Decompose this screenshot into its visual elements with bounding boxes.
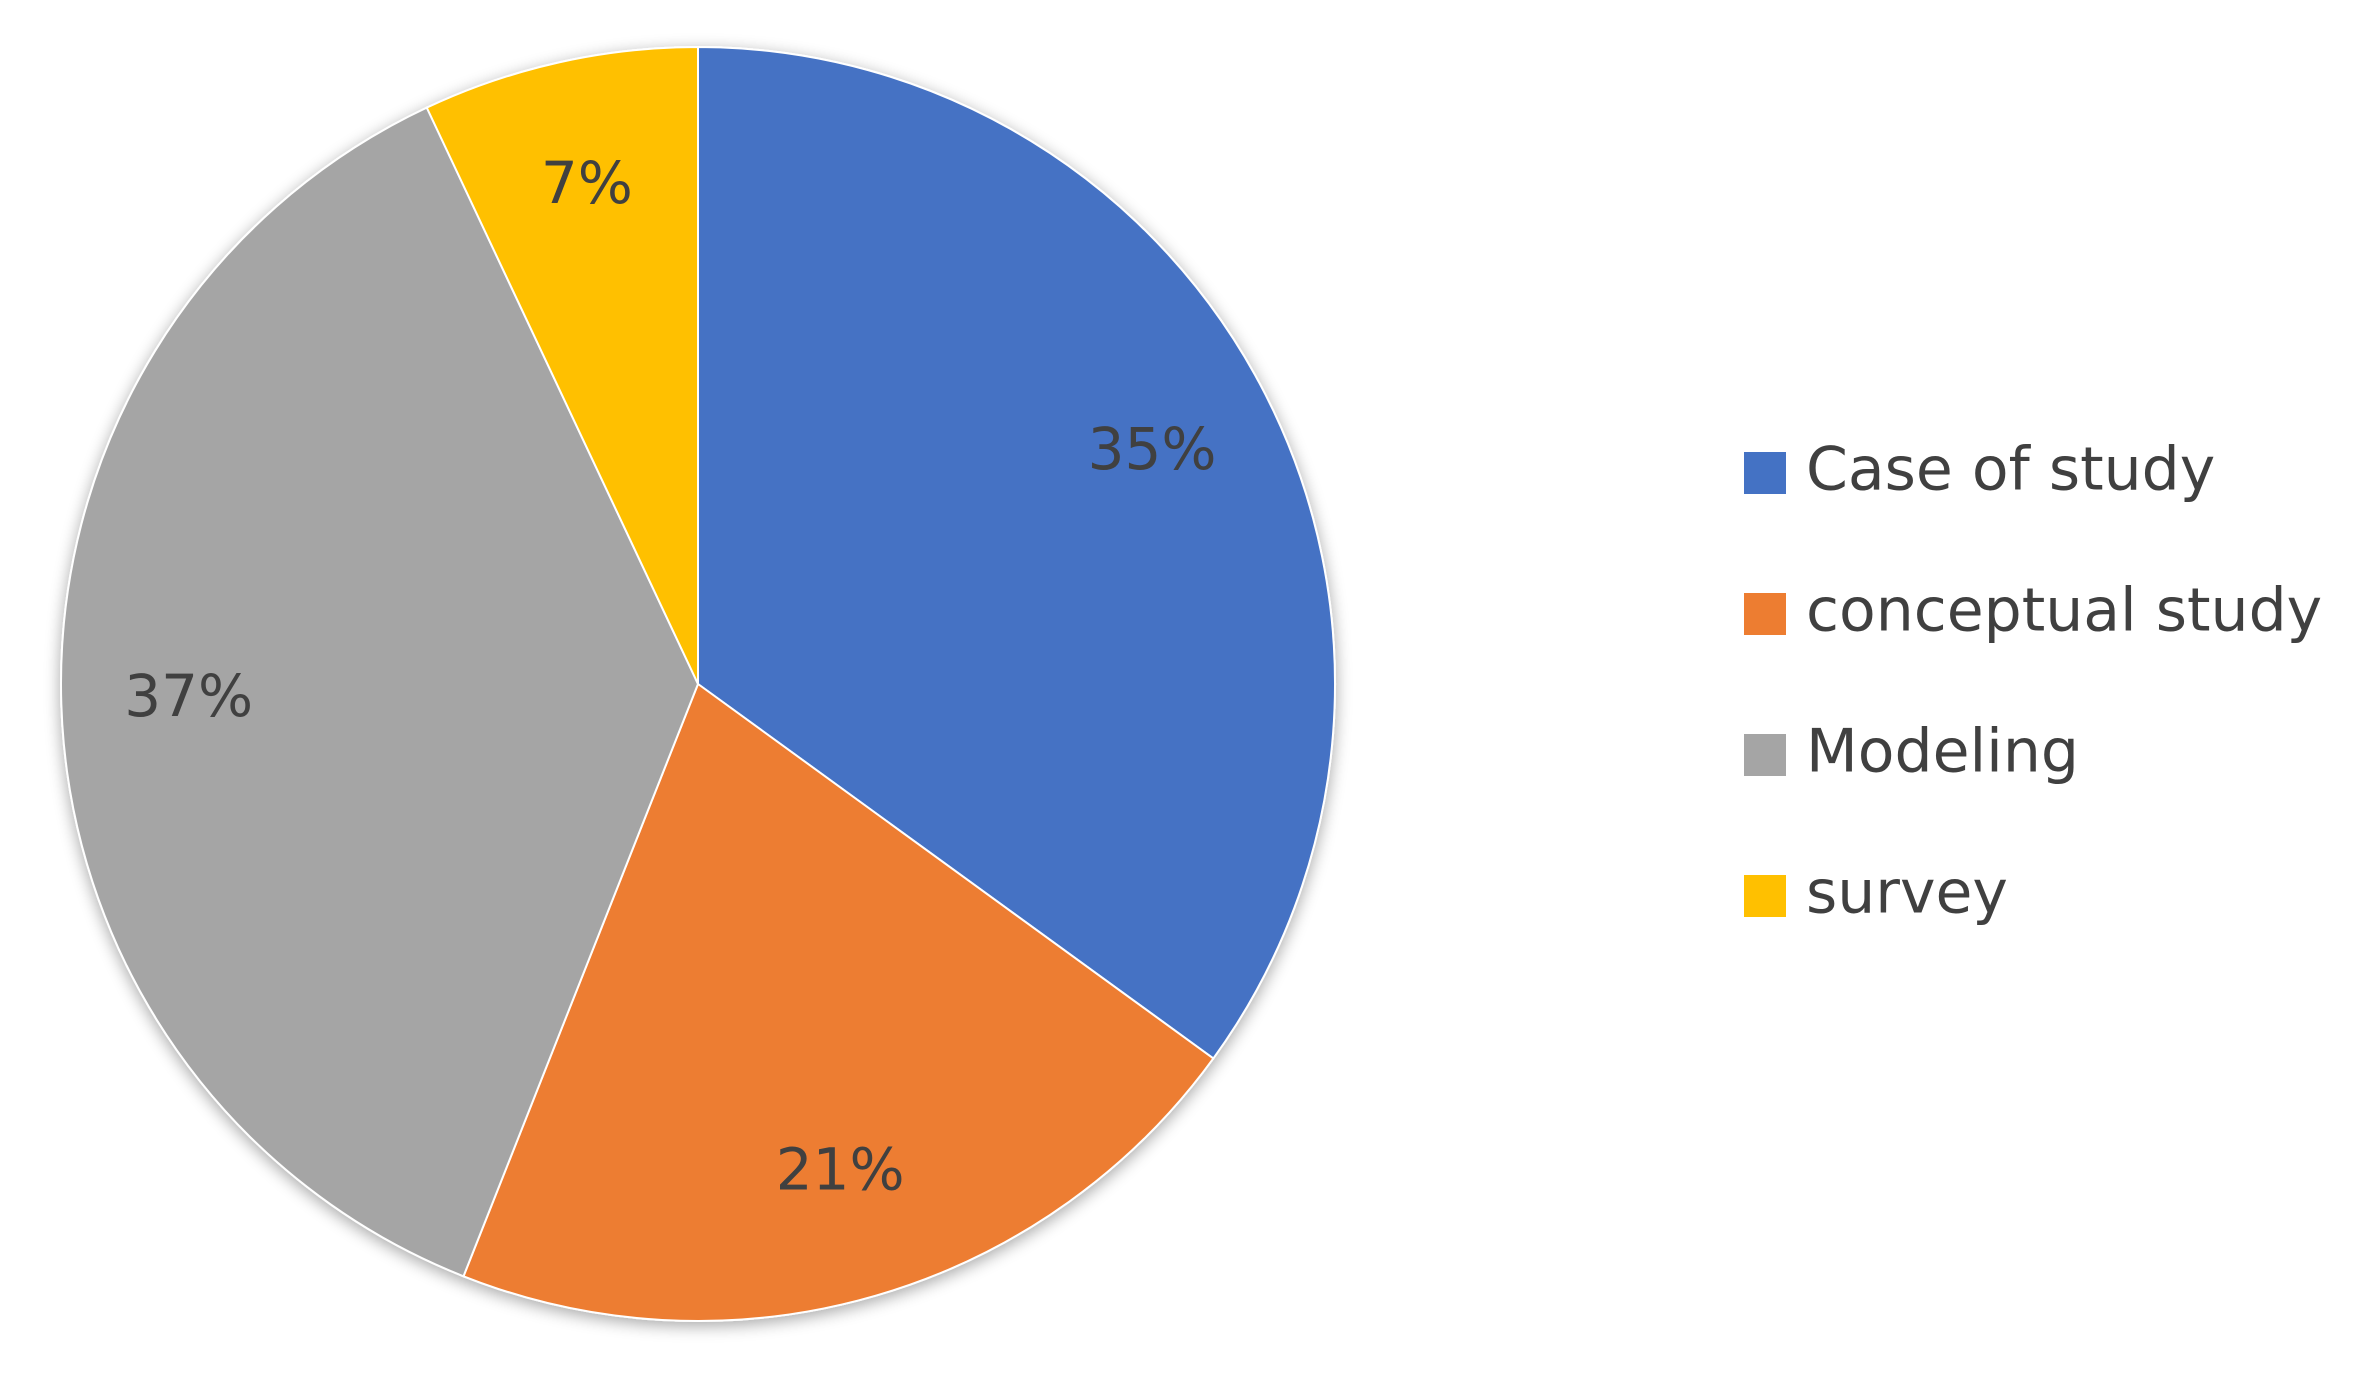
data-label: 21%: [776, 1135, 905, 1203]
pie: [60, 45, 1336, 1322]
pie-slice: [425, 45, 699, 685]
pie-slice: [462, 682, 1215, 1322]
data-label: 37%: [124, 662, 253, 730]
legend-label: survey: [1806, 858, 2008, 928]
data-label: 7%: [541, 149, 633, 217]
legend-label: Modeling: [1806, 717, 2079, 787]
pie-slice: [60, 106, 700, 1278]
legend-swatch: [1744, 593, 1786, 635]
pie-slice: [697, 45, 1336, 1060]
data-label: 35%: [1088, 415, 1217, 483]
legend-label: Case of study: [1806, 435, 2215, 505]
legend-label: conceptual study: [1806, 576, 2322, 646]
legend-swatch: [1744, 452, 1786, 494]
legend-swatch: [1744, 734, 1786, 776]
legend: Case of study conceptual study Modeling sur…: [1744, 435, 2322, 928]
legend-swatch: [1744, 875, 1786, 917]
data-labels: 35% 21% 37% 7%: [124, 149, 1216, 1204]
